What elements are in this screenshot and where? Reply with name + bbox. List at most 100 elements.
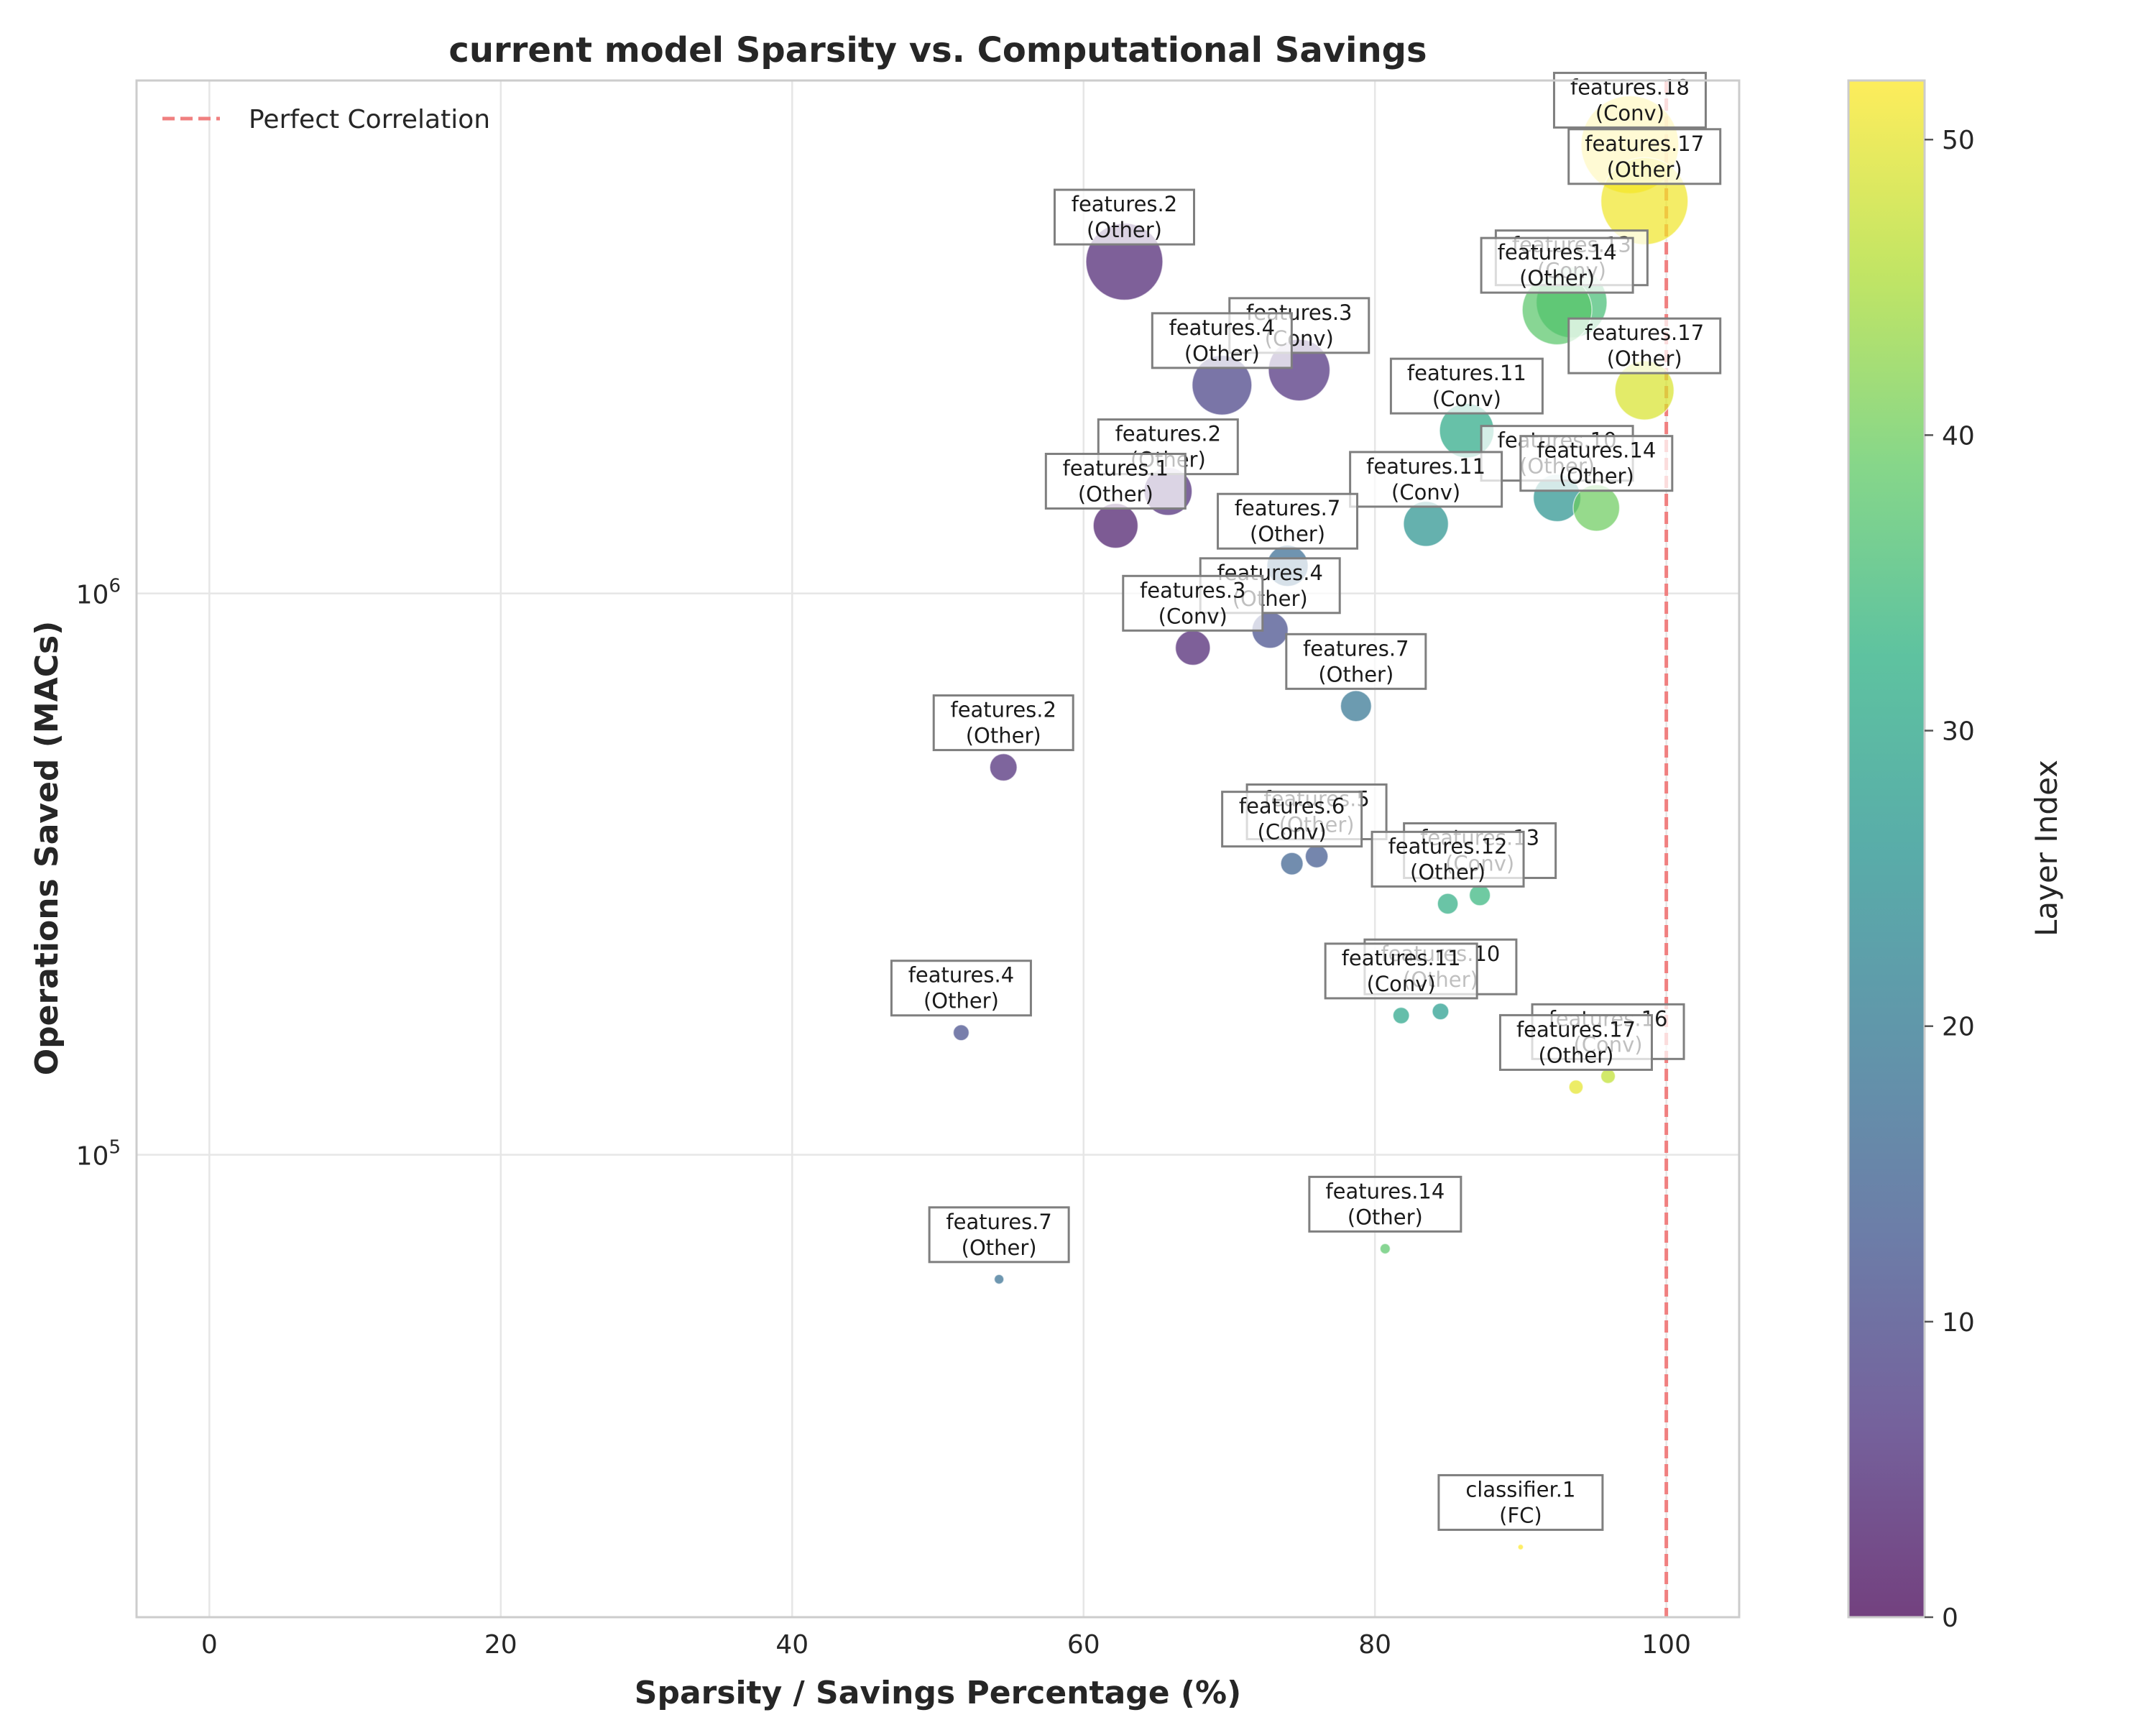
annotation-layer-name: features.1: [1063, 456, 1169, 480]
point-annotations: features.18(Conv)features.17(Other)featu…: [890, 71, 1722, 1531]
plot-frame: [135, 79, 1741, 1619]
annotation-layer-type: (Other): [1410, 860, 1485, 884]
annotation-layer-name: features.17: [1585, 132, 1704, 156]
y-tick-exponent: 5: [109, 1137, 121, 1159]
scatter-point: [1468, 884, 1491, 906]
scatter-point: [1600, 1068, 1616, 1085]
annotation-box: [890, 960, 1032, 1017]
point-annotation: features.11(Conv): [1324, 942, 1478, 1000]
x-tick-label: 80: [1358, 1630, 1391, 1660]
annotation-layer-type: (Other): [1607, 157, 1682, 182]
annotation-box: [1151, 312, 1293, 369]
x-tick-label: 0: [201, 1630, 218, 1660]
x-tick-label: 40: [775, 1630, 808, 1660]
colorbar-tick-label: 0: [1942, 1604, 1958, 1633]
legend-label: Perfect Correlation: [249, 105, 490, 134]
annotation-layer-type: (Other): [1184, 341, 1260, 366]
annotation-layer-type: (Other): [1250, 522, 1325, 546]
point-annotation: features.7(Other): [1285, 632, 1427, 690]
point-annotation: features.17(Other): [1567, 317, 1722, 374]
scatter-point: [1432, 1002, 1450, 1021]
annotation-box: [1285, 632, 1427, 690]
y-tick-label: 105: [76, 1137, 121, 1172]
colorbar-ticks: 0 10 20 30 40 50: [1925, 126, 1975, 1633]
annotation-box: [1221, 791, 1363, 848]
point-annotation: features.12(Other): [1370, 830, 1525, 888]
scatter-point: [1340, 690, 1373, 722]
point-annotation: features.17(Other): [1498, 1013, 1653, 1071]
annotation-layer-type: (Conv): [1595, 101, 1664, 125]
scatter-point: [1174, 630, 1211, 666]
annotation-box: [1480, 236, 1634, 294]
point-annotation: features.4(Other): [1151, 312, 1293, 369]
annotation-layer-name: features.14: [1498, 240, 1617, 264]
colorbar-tick-label: 30: [1942, 717, 1975, 747]
annotation-box: [1370, 830, 1525, 888]
grid-lines: [137, 80, 1739, 1617]
annotation-layer-type: (Conv): [1391, 480, 1460, 505]
legend: Perfect Correlation: [162, 105, 490, 134]
annotation-layer-type: (Other): [1519, 266, 1595, 290]
annotation-box: [1437, 1473, 1604, 1531]
point-annotation: features.6(Conv): [1221, 791, 1363, 848]
annotation-box: [1349, 451, 1503, 508]
y-tick-label: 106: [76, 576, 121, 610]
annotation-layer-name: features.3: [1140, 578, 1245, 602]
colorbar-bar: [1847, 79, 1926, 1619]
colorbar-tick-label: 40: [1942, 421, 1975, 451]
scatter-point: [1392, 1006, 1410, 1025]
annotation-box: [1519, 435, 1674, 492]
annotation-layer-name: features.2: [1072, 192, 1177, 216]
annotation-box: [1053, 188, 1195, 246]
annotation-box: [1567, 128, 1722, 185]
annotation-layer-name: features.11: [1407, 361, 1526, 385]
annotation-layer-type: (Conv): [1432, 387, 1501, 411]
annotation-layer-name: features.17: [1585, 321, 1704, 345]
point-annotation: features.1(Other): [1044, 452, 1187, 510]
annotation-layer-name: features.14: [1537, 438, 1656, 463]
annotation-layer-type: (Other): [923, 989, 999, 1013]
annotation-box: [1567, 317, 1722, 374]
annotation-layer-type: (Other): [1078, 482, 1153, 506]
annotation-layer-type: (Conv): [1367, 972, 1436, 996]
scatter-point: [1092, 502, 1139, 549]
annotation-layer-type: (Other): [1318, 662, 1393, 686]
annotation-layer-name: features.17: [1516, 1017, 1636, 1041]
scatter-point: [993, 1274, 1005, 1285]
annotation-layer-name: features.7: [1303, 636, 1409, 661]
colorbar-tick-label: 50: [1942, 126, 1975, 155]
point-annotation: features.11(Conv): [1349, 451, 1503, 508]
annotation-layer-type: (Other): [966, 724, 1041, 748]
annotation-box: [1122, 574, 1264, 632]
y-axis-label: Operations Saved (MACs): [29, 621, 65, 1076]
annotation-layer-type: (Conv): [1158, 604, 1227, 628]
scatter-point: [1437, 893, 1459, 915]
annotation-layer-name: features.11: [1366, 454, 1485, 479]
point-annotation: features.14(Other): [1480, 236, 1634, 294]
annotation-layer-type: (FC): [1499, 1503, 1542, 1527]
annotation-layer-type: (Other): [1559, 464, 1634, 489]
x-axis-ticks: 0 20 40 60 80 100: [201, 1630, 1691, 1660]
annotation-box: [928, 1206, 1070, 1264]
scatter-point: [989, 753, 1018, 782]
scatter-point: [1379, 1243, 1391, 1255]
annotation-layer-name: features.7: [946, 1210, 1051, 1234]
annotation-layer-name: features.4: [908, 963, 1014, 988]
annotation-layer-name: features.2: [1115, 422, 1221, 446]
annotation-layer-name: features.2: [950, 698, 1056, 722]
point-annotation: features.14(Other): [1308, 1175, 1462, 1233]
y-tick-base: 10: [76, 1142, 109, 1172]
x-tick-label: 100: [1641, 1630, 1691, 1660]
colorbar-label: Layer Index: [2029, 760, 2064, 937]
annotation-layer-name: features.4: [1169, 316, 1275, 340]
point-annotation: classifier.1(FC): [1437, 1473, 1604, 1531]
chart-title: current model Sparsity vs. Computational…: [448, 30, 1427, 70]
colorbar-tick-label: 20: [1942, 1013, 1975, 1042]
colorbar-tick-label: 10: [1942, 1308, 1975, 1338]
annotation-layer-name: features.11: [1342, 946, 1461, 970]
scatter-point: [1280, 852, 1304, 875]
point-annotation: features.11(Conv): [1389, 357, 1544, 415]
y-tick-base: 10: [76, 581, 109, 610]
x-tick-label: 20: [484, 1630, 517, 1660]
y-tick-exponent: 6: [109, 576, 121, 597]
